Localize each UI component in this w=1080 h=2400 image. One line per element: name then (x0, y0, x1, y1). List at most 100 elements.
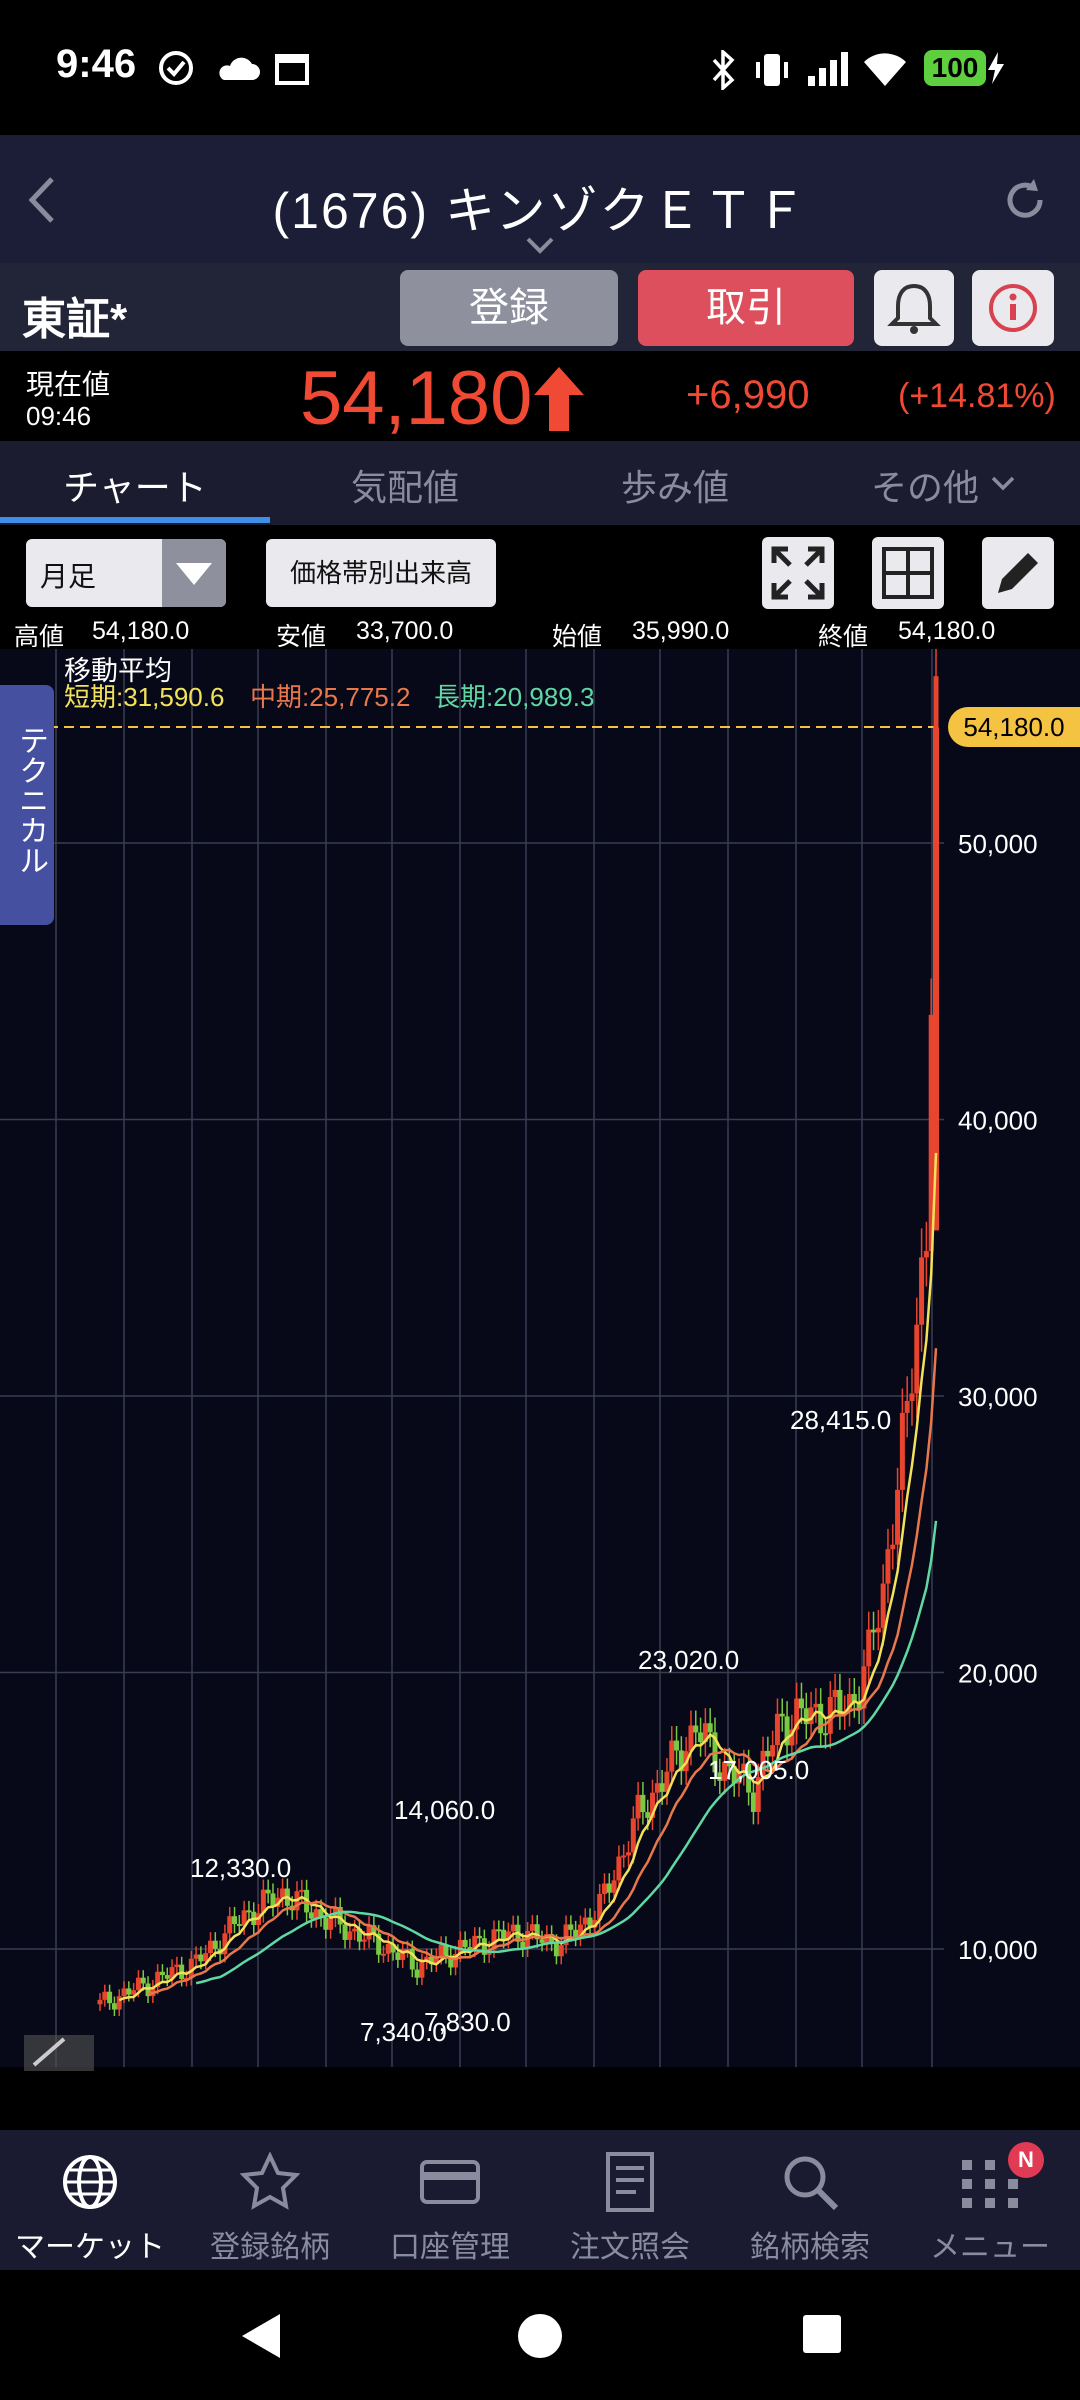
grid-layout-icon (882, 547, 934, 599)
candle-body (779, 1713, 785, 1717)
price-change-percent: (+14.81%) (898, 377, 1056, 415)
price-annotation: 7,830.0 (424, 2007, 511, 2037)
tab-chart[interactable]: チャート (63, 467, 207, 508)
grid-icon (962, 2160, 1018, 2208)
candle-body (899, 1412, 905, 1490)
candle-body (597, 1893, 603, 1920)
candle-body (265, 1889, 271, 1894)
ma-short-line (118, 1152, 938, 2002)
candle-body (890, 1544, 896, 1550)
volume-by-price-button[interactable]: 価格帯別出来高 (266, 539, 496, 607)
tab-quote-board[interactable]: 気配値 (350, 467, 459, 508)
candle-body (270, 1893, 276, 1908)
triangle-down-icon (176, 563, 212, 585)
calendar-icon (275, 54, 309, 85)
candle-body (601, 1883, 607, 1894)
candle-body (741, 1763, 747, 1772)
nav-market[interactable]: マーケット (0, 2130, 180, 2270)
candle-body (726, 1761, 732, 1767)
header-bar: (1676) キンゾクＥＴＦ (0, 135, 1080, 263)
draw-button[interactable] (982, 537, 1054, 609)
candle-body (280, 1888, 286, 1898)
chart-toolbar: 月足 価格帯別出来高 (0, 525, 1080, 615)
open-value: 35,990.0 (632, 617, 730, 645)
candle-body (919, 1257, 925, 1325)
cloud-icon (219, 57, 260, 80)
candle-body (97, 1999, 103, 2005)
quote-row: 現在値 09:46 54,180 +6,990 (+14.81%) (0, 351, 1080, 441)
home-circle-icon[interactable] (514, 2310, 566, 2362)
candle-body (731, 1766, 737, 1784)
candle-body (789, 1729, 795, 1746)
tab-time-and-sales[interactable]: 歩み値 (620, 467, 729, 508)
candle-body (145, 1983, 151, 1997)
info-button[interactable] (972, 270, 1054, 346)
price-annotation: 23,020.0 (638, 1645, 739, 1675)
fullscreen-button[interactable] (762, 537, 834, 609)
candle-body (371, 1925, 377, 1934)
candle-body (808, 1707, 814, 1725)
candle-body (582, 1917, 588, 1925)
candle-body (885, 1549, 891, 1584)
candle-body (236, 1924, 242, 1927)
candle-body (409, 1948, 415, 1970)
scroll-handle[interactable] (24, 2035, 94, 2071)
nav-search[interactable]: 銘柄検索 (720, 2130, 900, 2270)
back-triangle-icon[interactable] (236, 2310, 286, 2362)
y-tick-label: 30,000 (958, 1382, 1038, 1412)
candle-body (347, 1931, 353, 1940)
exchange-label: 東証* (22, 295, 128, 344)
candle-body (784, 1716, 790, 1746)
candle-body (587, 1917, 593, 1928)
period-dropdown-toggle[interactable] (162, 539, 226, 607)
chevron-down-icon[interactable] (524, 235, 556, 255)
candle-body (481, 1938, 487, 1955)
chevron-down-icon (991, 476, 1015, 491)
technical-side-tab[interactable]: テクニカル (0, 685, 54, 925)
nav-orders[interactable]: 注文照会 (540, 2130, 720, 2270)
candle-body (520, 1941, 526, 1949)
refresh-icon[interactable] (1000, 175, 1050, 225)
candle-body (635, 1794, 641, 1819)
charging-icon (988, 52, 1004, 84)
y-tick-label: 50,000 (958, 829, 1038, 859)
candle-body (707, 1723, 713, 1733)
candle-body (342, 1924, 348, 1940)
candle-body (803, 1708, 809, 1725)
resize-handle-icon (24, 2035, 94, 2071)
nav-menu[interactable]: N メニュー (900, 2130, 1080, 2270)
ma-short-legend: 短期:31,590.6 (64, 682, 225, 712)
candle-body (150, 1987, 156, 1997)
candle-body (813, 1703, 819, 1708)
trade-button[interactable]: 取引 (638, 270, 854, 346)
high-value: 54,180.0 (92, 617, 190, 645)
globe-icon (63, 2155, 117, 2209)
tab-other[interactable]: その他 (870, 467, 979, 508)
alert-button[interactable] (874, 270, 954, 346)
price-annotation: 17,005.0 (708, 1755, 809, 1785)
candle-body (448, 1955, 454, 1968)
tab-bar: チャート 気配値 歩み値 その他 (0, 441, 1080, 525)
nav-watchlist[interactable]: 登録銘柄 (180, 2130, 360, 2270)
nav-account[interactable]: 口座管理 (360, 2130, 540, 2270)
candle-body (717, 1772, 723, 1781)
candle-body (102, 1991, 108, 2000)
register-button[interactable]: 登録 (400, 270, 618, 346)
back-icon[interactable] (22, 175, 62, 225)
period-select[interactable]: 月足 (26, 539, 226, 607)
candle-body-latest (933, 727, 939, 1231)
candle-body (198, 1954, 204, 1962)
candle-body (626, 1852, 632, 1856)
recents-square-icon[interactable] (800, 2312, 844, 2356)
candle-body (328, 1917, 334, 1930)
layout-button[interactable] (872, 537, 944, 609)
candle-body (385, 1943, 391, 1954)
candle-body (140, 1977, 146, 1984)
candle-body (914, 1324, 920, 1394)
candle-body (308, 1912, 314, 1919)
candle-body (851, 1693, 857, 1703)
ma-mid-legend: 中期:25,775.2 (250, 682, 411, 712)
technical-tab-label: テクニカル (14, 725, 47, 875)
